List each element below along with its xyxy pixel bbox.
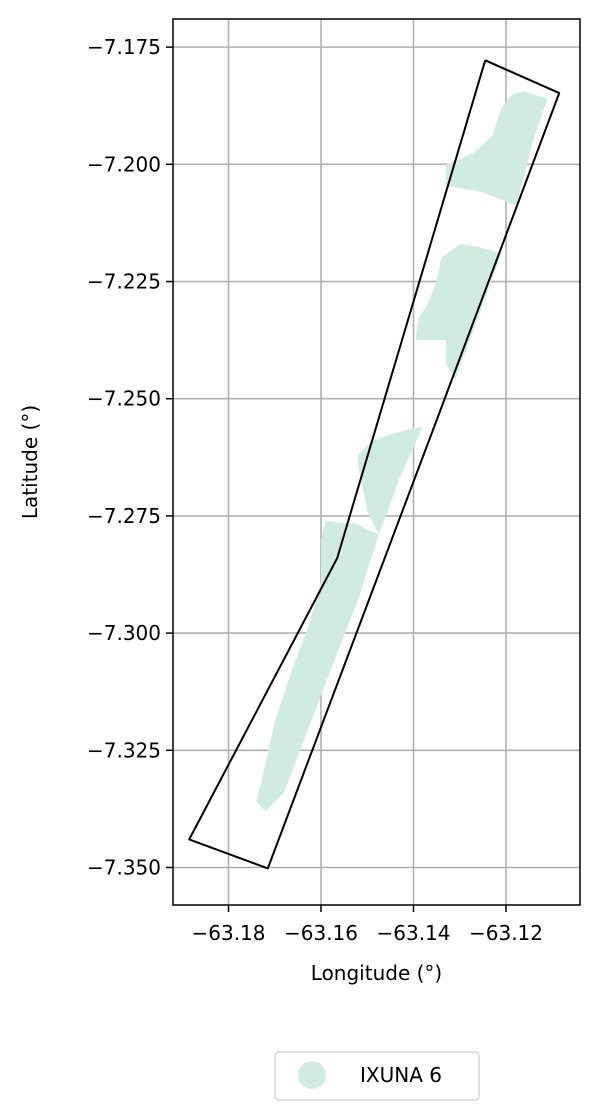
y-tick-label: −7.200 [87,152,161,176]
x-tick-label: −63.12 [469,921,543,945]
boundary-line [188,59,561,870]
area-layer [256,91,548,812]
area-polygon [445,91,548,206]
x-axis-label: Longitude (°) [311,961,442,985]
legend-marker [298,1061,326,1089]
x-tick-label: −63.18 [191,921,265,945]
y-axis-label: Latitude (°) [18,405,42,519]
legend-label: IXUNA 6 [360,1063,442,1087]
y-tick-label: −7.300 [87,621,161,645]
axes-frame [172,18,581,906]
x-tick-label: −63.14 [376,921,450,945]
x-axis: −63.18 −63.16 −63.14 −63.12 [191,905,543,945]
legend-box [274,1051,480,1101]
y-tick-label: −7.225 [87,270,161,294]
y-tick-label: −7.350 [87,855,161,879]
area-polygon [415,244,502,380]
boundary-layer [188,59,561,870]
x-tick-label: −63.16 [284,921,358,945]
y-axis: −7.175 −7.200 −7.225 −7.250 −7.275 −7.300 −7.3… [87,35,173,879]
legend: IXUNA 6 [274,1051,480,1101]
area-polygon [358,426,423,535]
area-polygon [256,520,379,812]
y-tick-label: −7.325 [87,738,161,762]
y-tick-label: −7.175 [87,35,161,59]
y-tick-label: −7.275 [87,504,161,528]
y-tick-label: −7.250 [87,387,161,411]
